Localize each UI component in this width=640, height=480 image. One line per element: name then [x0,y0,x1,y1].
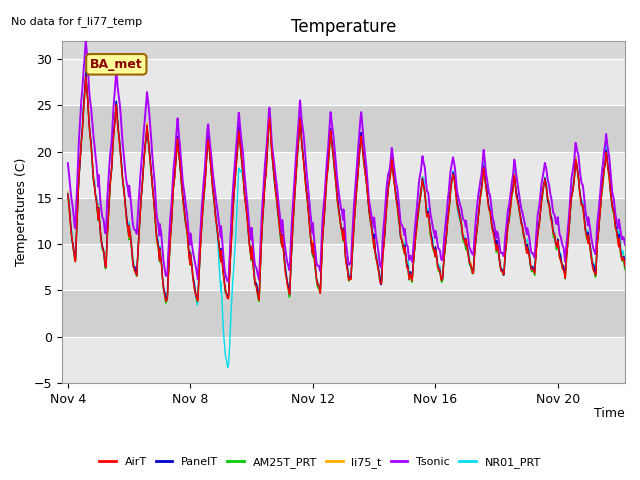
Bar [62,244,625,290]
Bar [62,198,625,244]
Text: Time: Time [595,407,625,420]
Text: No data for f_li77_temp: No data for f_li77_temp [11,16,142,27]
Title: Temperature: Temperature [291,18,396,36]
Bar [62,290,625,336]
Y-axis label: Temperatures (C): Temperatures (C) [15,157,28,266]
Text: BA_met: BA_met [90,58,143,71]
Bar [62,152,625,198]
Legend: AirT, PanelT, AM25T_PRT, li75_t, Tsonic, NR01_PRT: AirT, PanelT, AM25T_PRT, li75_t, Tsonic,… [95,452,545,472]
Bar [62,59,625,106]
Bar [62,106,625,152]
Bar [62,336,625,383]
